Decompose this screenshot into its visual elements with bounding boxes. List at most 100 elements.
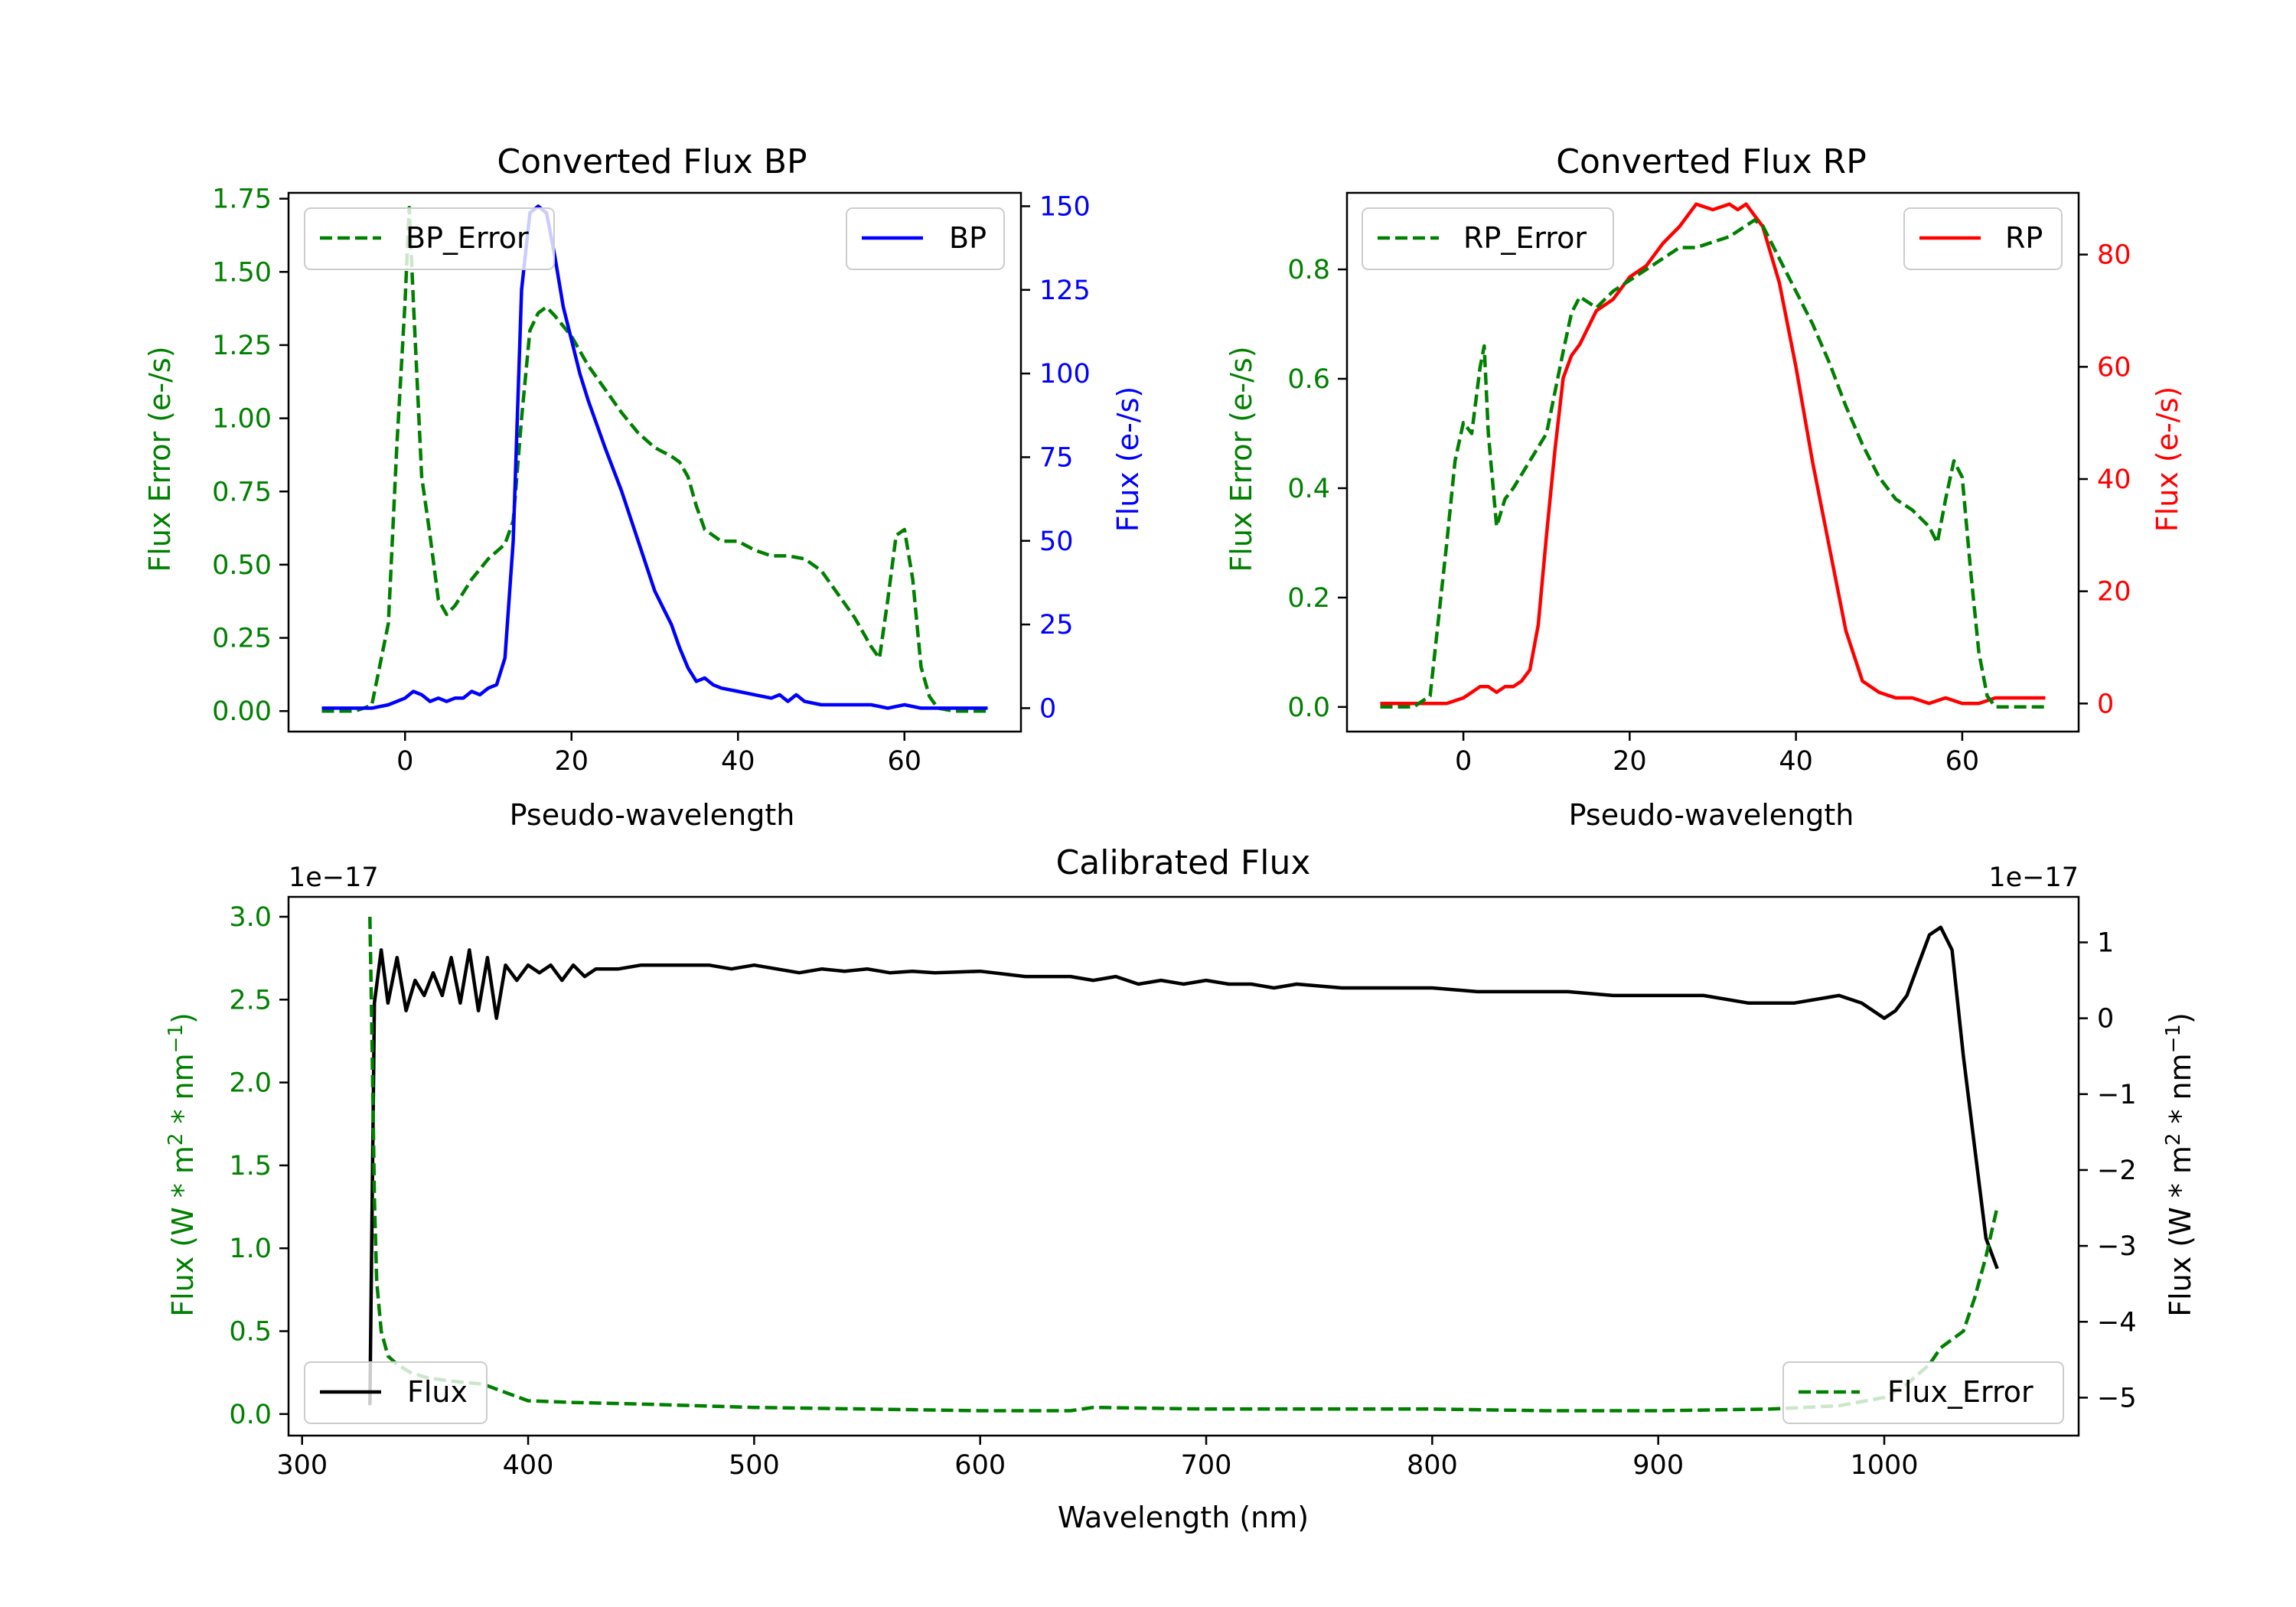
bp-x-axis-label: Pseudo-wavelength <box>510 798 795 832</box>
bp-error-legend: BP_Error <box>304 207 555 270</box>
bp-x-tick-label: 60 <box>887 746 921 777</box>
rp-error-legend: RP_Error <box>1362 207 1614 270</box>
rp-x-tick-label: 20 <box>1613 746 1647 777</box>
cal-left-y-tick-label: 0.0 <box>229 1400 272 1430</box>
rp-panel: Converted Flux RP Pseudo-wavelength Flux… <box>1225 142 2184 832</box>
cal-title: Calibrated Flux <box>1056 843 1311 882</box>
cal-series-flux-error-line <box>368 916 1999 1413</box>
rp-title: Converted Flux RP <box>1556 142 1867 181</box>
rp-right-y-axis-label: Flux (e-/s) <box>2151 386 2184 532</box>
bp-left-y-axis-label: Flux Error (e-/s) <box>143 346 177 572</box>
rp-right-y-tick-label: 80 <box>2097 240 2131 271</box>
bp-right-y-ticks: 0 25 50 75 100 125 150 <box>1021 191 1091 724</box>
calibrated-panel: Calibrated Flux Wavelength (nm) 1e−17 1e… <box>165 843 2197 1534</box>
cal-x-tick-label: 400 <box>503 1450 554 1481</box>
cal-x-tick-label: 1000 <box>1850 1450 1918 1481</box>
bp-plot-lines <box>321 204 988 713</box>
bp-right-y-tick-label: 75 <box>1039 442 1074 473</box>
bp-left-y-tick-label: 0.25 <box>212 624 272 654</box>
bp-left-y-tick-label: 0.75 <box>212 477 272 507</box>
rp-x-tick-label: 60 <box>1945 746 1980 777</box>
bp-left-y-tick-label: 1.00 <box>212 404 272 435</box>
cal-error-legend: Flux_Error <box>1782 1361 2064 1424</box>
cal-right-offset-text: 1e−17 <box>1988 862 2079 893</box>
cal-x-tick-label: 900 <box>1632 1450 1684 1481</box>
rp-left-y-tick-label: 0.4 <box>1287 474 1330 504</box>
rp-left-y-tick-label: 0.8 <box>1287 255 1330 285</box>
rp-left-y-tick-label: 0.6 <box>1287 364 1330 395</box>
cal-left-y-tick-label: 2.0 <box>229 1068 272 1099</box>
bp-left-y-tick-label: 1.25 <box>212 331 272 361</box>
bp-error-legend-label: BP_Error <box>406 221 529 255</box>
cal-right-y-tick-label: −2 <box>2097 1156 2137 1186</box>
cal-right-y-tick-label: 1 <box>2097 927 2114 958</box>
cal-right-y-tick-label: −3 <box>2097 1231 2137 1262</box>
rp-right-y-tick-label: 40 <box>2097 464 2131 495</box>
cal-left-y-axis-label: Flux (W * m2 * nm−1) <box>165 1012 200 1317</box>
cal-right-y-axis-label: Flux (W * m2 * nm−1) <box>2162 1012 2197 1317</box>
cal-x-tick-label: 800 <box>1407 1450 1458 1481</box>
rp-plot-lines <box>1380 202 2046 709</box>
cal-flux-legend: Flux <box>304 1361 488 1424</box>
cal-left-offset-text: 1e−17 <box>289 862 379 893</box>
cal-x-tick-label: 300 <box>276 1450 328 1481</box>
bp-right-y-axis-label: Flux (e-/s) <box>1111 386 1145 532</box>
cal-series-flux-line <box>368 925 1999 1406</box>
rp-left-y-axis-label: Flux Error (e-/s) <box>1225 346 1258 572</box>
rp-left-y-ticks: 0.0 0.2 0.4 0.6 0.8 <box>1287 255 1347 723</box>
cal-axes-frame <box>287 895 2080 1437</box>
cal-x-tick-label: 700 <box>1181 1450 1232 1481</box>
cal-right-y-tick-label: −1 <box>2097 1080 2137 1110</box>
bp-x-tick-label: 40 <box>721 746 755 777</box>
cal-left-y-tick-label: 1.0 <box>229 1234 272 1264</box>
rp-x-tick-label: 40 <box>1779 746 1813 777</box>
cal-left-y-tick-label: 1.5 <box>229 1151 272 1182</box>
rp-series-rp-error-line <box>1380 202 2046 706</box>
bp-left-y-ticks: 0.00 0.25 0.50 0.75 1.00 1.25 1.50 1.75 <box>212 184 289 727</box>
bp-right-y-tick-label: 150 <box>1039 191 1091 222</box>
bp-right-y-tick-label: 25 <box>1039 610 1074 641</box>
rp-series-rp-error-line <box>1380 218 2046 709</box>
bp-right-y-tick-label: 100 <box>1039 359 1091 390</box>
rp-axes-frame <box>1345 191 2080 733</box>
bp-flux-legend: BP <box>846 207 1005 270</box>
bp-left-y-tick-label: 1.75 <box>212 184 272 215</box>
cal-right-y-tick-label: −4 <box>2097 1307 2137 1338</box>
rp-x-ticks: 0 20 40 60 <box>1455 732 1979 777</box>
cal-x-ticks: 300 400 500 600 700 800 900 1000 <box>276 1436 1919 1481</box>
cal-left-y-tick-label: 3.0 <box>229 902 272 933</box>
bp-left-y-tick-label: 1.50 <box>212 257 272 288</box>
rp-x-axis-label: Pseudo-wavelength <box>1569 798 1854 832</box>
bp-flux-legend-label: BP <box>949 221 987 255</box>
rp-right-y-tick-label: 20 <box>2097 577 2131 608</box>
cal-error-legend-label: Flux_Error <box>1887 1375 2033 1409</box>
cal-left-y-ticks: 0.0 0.5 1.0 1.5 2.0 2.5 3.0 <box>229 902 289 1430</box>
cal-x-tick-label: 500 <box>729 1450 780 1481</box>
cal-left-y-tick-label: 0.5 <box>229 1317 272 1348</box>
bp-left-y-tick-label: 0.50 <box>212 550 272 581</box>
bp-axes-frame <box>287 191 1022 733</box>
cal-right-y-ticks: −5 −4 −3 −2 −1 0 1 <box>2079 927 2137 1413</box>
rp-x-tick-label: 0 <box>1455 746 1472 777</box>
bp-right-y-tick-label: 125 <box>1039 275 1091 306</box>
bp-series-bp-error-line <box>321 205 988 713</box>
rp-flux-legend-label: RP <box>2005 221 2043 255</box>
rp-right-y-tick-label: 60 <box>2097 352 2131 383</box>
bp-left-y-tick-label: 0.00 <box>212 696 272 727</box>
cal-left-y-tick-label: 2.5 <box>229 985 272 1015</box>
bp-right-y-tick-label: 0 <box>1039 693 1056 724</box>
rp-right-y-tick-label: 0 <box>2097 689 2114 719</box>
rp-right-y-ticks: 0 20 40 60 80 <box>2079 240 2131 719</box>
cal-plot-lines <box>368 916 1999 1413</box>
rp-flux-legend: RP <box>1903 207 2063 270</box>
rp-left-y-tick-label: 0.2 <box>1287 583 1330 614</box>
cal-x-tick-label: 600 <box>954 1450 1006 1481</box>
cal-x-axis-label: Wavelength (nm) <box>1058 1501 1309 1534</box>
cal-right-y-tick-label: −5 <box>2097 1383 2137 1413</box>
rp-left-y-tick-label: 0.0 <box>1287 693 1330 723</box>
bp-title: Converted Flux BP <box>497 142 807 181</box>
bp-series-bp-line <box>321 204 988 710</box>
bp-panel: Converted Flux BP Pseudo-wavelength Flux… <box>143 142 1145 832</box>
cal-flux-legend-label: Flux <box>407 1375 468 1409</box>
